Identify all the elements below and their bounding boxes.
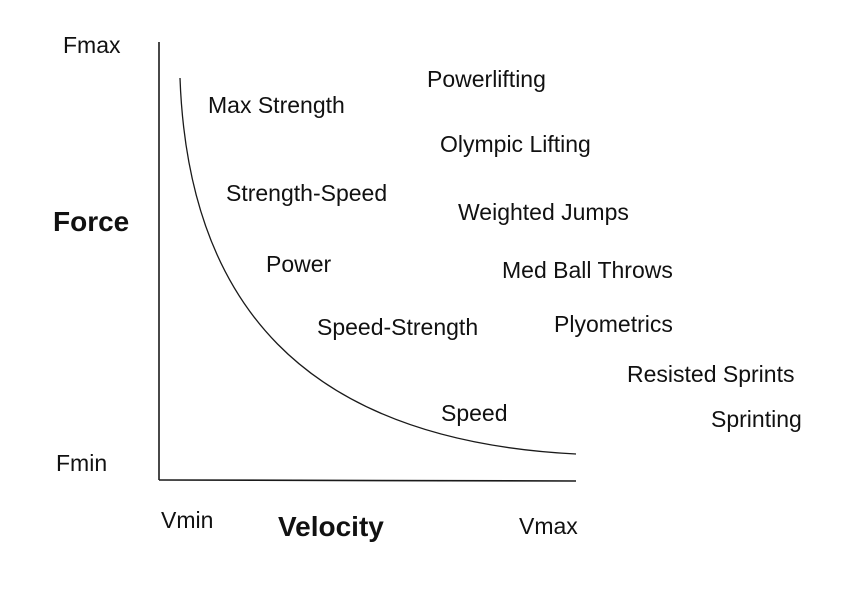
y-axis-title: Force	[53, 206, 130, 237]
x-max-label: Vmax	[519, 513, 578, 539]
curve-label-speed-strength: Speed-Strength	[317, 314, 479, 340]
example-resisted-sprints: Resisted Sprints	[627, 361, 795, 387]
y-min-label: Fmin	[56, 450, 108, 476]
example-sprinting: Sprinting	[711, 406, 802, 432]
curve-label-max-strength: Max Strength	[208, 92, 345, 118]
example-plyometrics: Plyometrics	[554, 311, 673, 337]
y-max-label: Fmax	[63, 32, 121, 58]
example-med-ball-throws: Med Ball Throws	[502, 257, 673, 283]
curve-label-strength-speed: Strength-Speed	[226, 180, 388, 206]
curve-label-speed: Speed	[441, 400, 508, 426]
force-velocity-curve	[179, 77, 577, 455]
example-powerlifting: Powerlifting	[427, 66, 546, 92]
example-olympic-lifting: Olympic Lifting	[440, 131, 591, 157]
x-axis-title: Velocity	[278, 511, 384, 542]
x-axis-line	[158, 479, 577, 482]
x-min-label: Vmin	[161, 507, 214, 533]
example-weighted-jumps: Weighted Jumps	[458, 199, 629, 225]
curve-label-power: Power	[266, 251, 332, 277]
